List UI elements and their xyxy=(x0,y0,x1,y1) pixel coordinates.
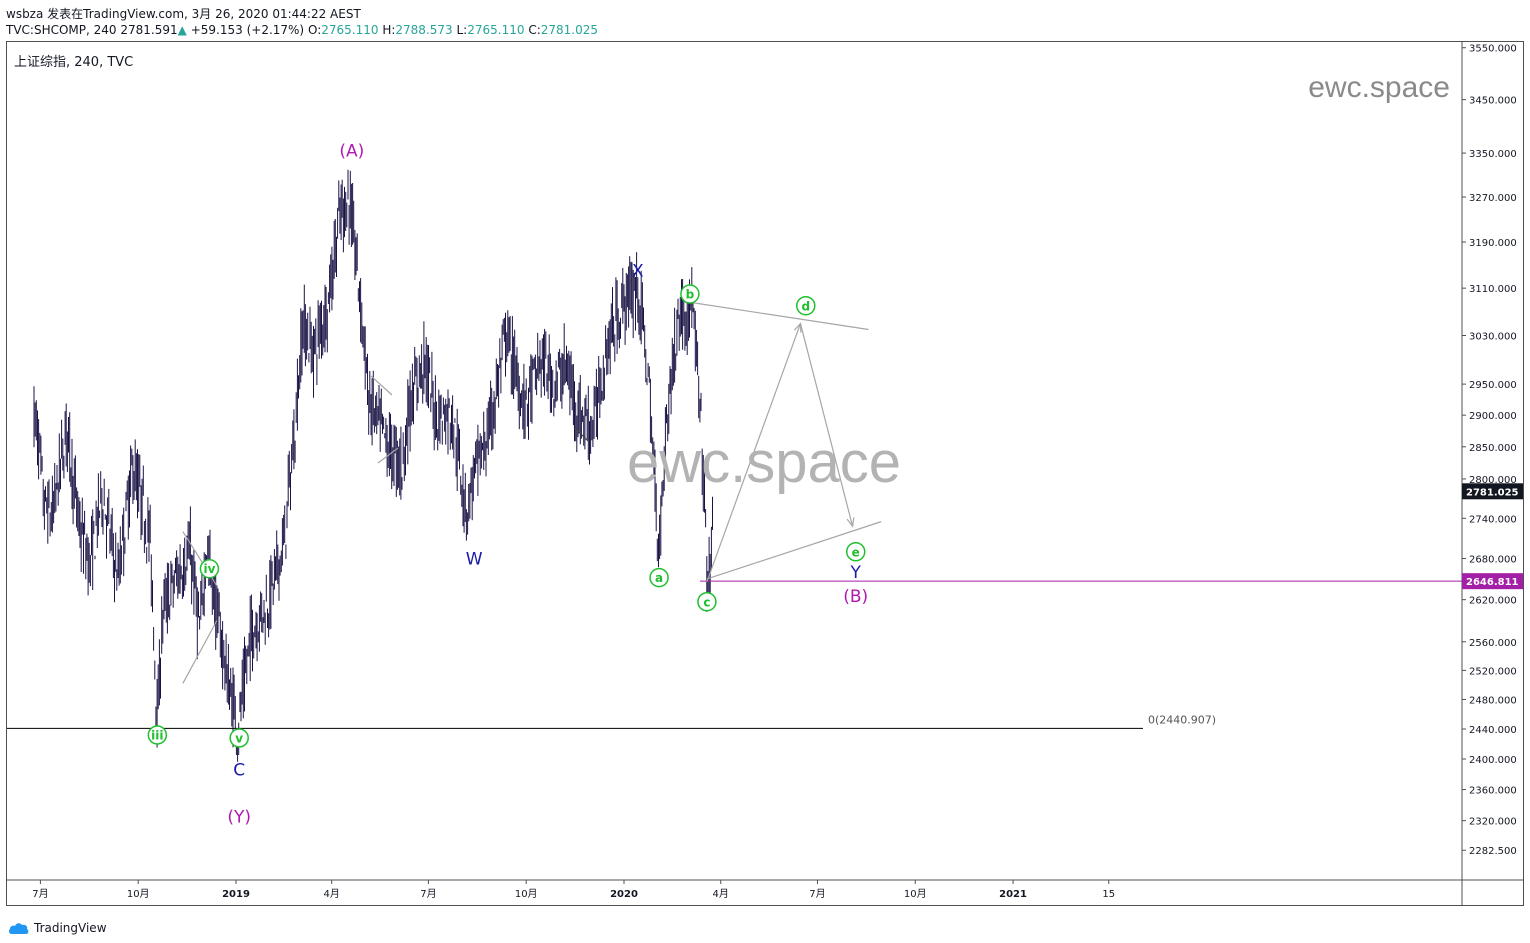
time-tick-label: 4月 xyxy=(323,888,339,900)
triangle-upper-line xyxy=(685,301,869,331)
wave-label: d xyxy=(801,299,810,313)
tradingview-logo[interactable]: TradingView xyxy=(8,921,107,935)
time-axis[interactable]: 7月 10月 2019 4月 7月 10月 2020 4月 7月 10月 2021 15 xyxy=(7,879,1524,900)
wave-label: iv xyxy=(203,562,215,576)
price-tick-label: 3110.000 xyxy=(1469,284,1517,295)
wave-label-circle xyxy=(845,542,866,562)
wedge-line xyxy=(377,447,399,464)
last-price-tag-bg xyxy=(1462,483,1524,500)
time-tick-label: 7月 xyxy=(420,888,436,900)
price-tick-label: 2360.000 xyxy=(1469,786,1517,797)
high-value: 2788.573 xyxy=(395,23,453,37)
price-tick-label: 3190.000 xyxy=(1469,238,1517,249)
price-tick-label: 2400.000 xyxy=(1469,755,1517,766)
wave-label: Y xyxy=(850,563,862,583)
price-change: +59.153 (+2.17%) xyxy=(190,23,305,37)
time-tick-label: 4月 xyxy=(713,888,729,900)
wave-label: X xyxy=(632,262,644,282)
wave-label: W xyxy=(466,550,483,570)
wave-label-circle xyxy=(649,567,669,588)
price-tick-label: 2850.000 xyxy=(1469,443,1517,454)
wave-label-circle xyxy=(229,728,249,748)
wedge-line xyxy=(370,375,393,396)
projection-line xyxy=(706,323,802,582)
low-value: 2765.110 xyxy=(467,23,525,37)
price-tick-label: 2800.000 xyxy=(1469,475,1517,486)
wedge-line xyxy=(574,427,589,442)
watermark-small: ewc.space xyxy=(1308,71,1450,104)
price-tick-label: 2282.500 xyxy=(1469,846,1517,857)
wave-label: (B) xyxy=(843,587,868,607)
wave-label-circle xyxy=(199,558,220,579)
publish-info: wsbza 发表在TradingView.com, 3月 26, 2020 01… xyxy=(6,5,361,22)
price-tick-label: 2900.000 xyxy=(1469,411,1517,422)
price-tick-label: 2950.000 xyxy=(1469,380,1517,391)
time-tick-label: 2019 xyxy=(222,889,250,900)
time-tick-label: 2021 xyxy=(999,889,1027,900)
tradingview-cloud-icon xyxy=(8,923,29,934)
price-tick-label: 2480.000 xyxy=(1469,695,1517,706)
wave-label: v xyxy=(235,731,243,745)
time-tick-label: 10月 xyxy=(904,888,927,900)
price-tick-label: 2620.000 xyxy=(1469,596,1517,607)
last-price: 2781.591 xyxy=(120,23,178,37)
level-price-tag: 2646.811 xyxy=(1466,577,1519,588)
wave-label: C xyxy=(233,761,245,781)
time-tick-label: 2020 xyxy=(610,889,638,900)
tradingview-brand: TradingView xyxy=(34,921,107,935)
price-tick-label: 3030.000 xyxy=(1469,332,1517,343)
wave-label-circle xyxy=(680,284,700,304)
projection-line xyxy=(799,323,854,527)
price-tick-label: 3270.000 xyxy=(1469,193,1517,204)
wave-drawings: 0(2440.907) xyxy=(7,301,1462,729)
time-tick-label: 7月 xyxy=(809,888,825,900)
wave-labels: (A) iii iv v C (Y) W Xa b c d eY (B) xyxy=(147,141,868,828)
wave-label: c xyxy=(703,595,710,609)
wave-label: a xyxy=(655,571,663,585)
low-label: L: xyxy=(456,23,468,37)
price-tick-label: 2520.000 xyxy=(1469,666,1517,677)
wave-label: (Y) xyxy=(227,808,251,828)
price-tick-label: 3450.000 xyxy=(1469,96,1517,107)
time-tick-label: 15 xyxy=(1102,889,1115,900)
wave-label-circle xyxy=(796,296,816,316)
publish-date: 发表在TradingView.com, 3月 26, 2020 01:44:22… xyxy=(47,7,361,21)
price-tick-label: 2560.000 xyxy=(1469,638,1517,649)
price-tick-label: 2320.000 xyxy=(1469,817,1517,828)
price-tick-label: 2740.000 xyxy=(1469,514,1517,525)
wave-label: (A) xyxy=(339,141,364,161)
open-value: 2765.110 xyxy=(321,23,379,37)
fib-level-label: 0(2440.907) xyxy=(1148,713,1216,726)
close-value: 2781.025 xyxy=(540,23,599,37)
watermark-large: ewc.space xyxy=(627,430,901,495)
wave-label: b xyxy=(686,288,695,302)
author-name: wsbza xyxy=(6,7,44,21)
wave-label: iii xyxy=(151,728,163,742)
open-label: O: xyxy=(307,23,322,37)
wave-label-circle xyxy=(147,725,168,745)
diagonal-lower-line xyxy=(182,620,218,684)
up-arrow-icon: ▲ xyxy=(177,23,187,37)
time-tick-label: 10月 xyxy=(127,888,150,900)
last-price-tag: 2781.025 xyxy=(1466,487,1519,498)
price-axis[interactable]: 3550.000 3450.000 3350.000 3270.000 3190.000… xyxy=(1461,42,1524,906)
price-tick-label: 3550.000 xyxy=(1469,44,1517,55)
price-tick-label: 2680.000 xyxy=(1469,555,1517,566)
symbol-legend: 上证综指, 240, TVC xyxy=(14,55,133,70)
price-tick-label: 2440.000 xyxy=(1469,725,1517,736)
candlestick-series xyxy=(33,169,713,762)
symbol-label: TVC:SHCOMP, 240 xyxy=(6,23,117,37)
ohlc-bar: TVC:SHCOMP, 240 2781.591▲ +59.153 (+2.17… xyxy=(6,23,598,37)
projection-arrowhead xyxy=(846,517,855,528)
wave-label: e xyxy=(852,545,860,559)
level-price-tag-bg xyxy=(1462,573,1524,590)
close-label: C: xyxy=(528,23,541,37)
wave-label-circle xyxy=(697,592,717,612)
price-tick-label: 3350.000 xyxy=(1469,149,1517,160)
time-tick-label: 7月 xyxy=(32,888,48,900)
high-label: H: xyxy=(382,23,396,37)
time-tick-label: 10月 xyxy=(515,888,538,900)
triangle-lower-line xyxy=(706,521,882,580)
